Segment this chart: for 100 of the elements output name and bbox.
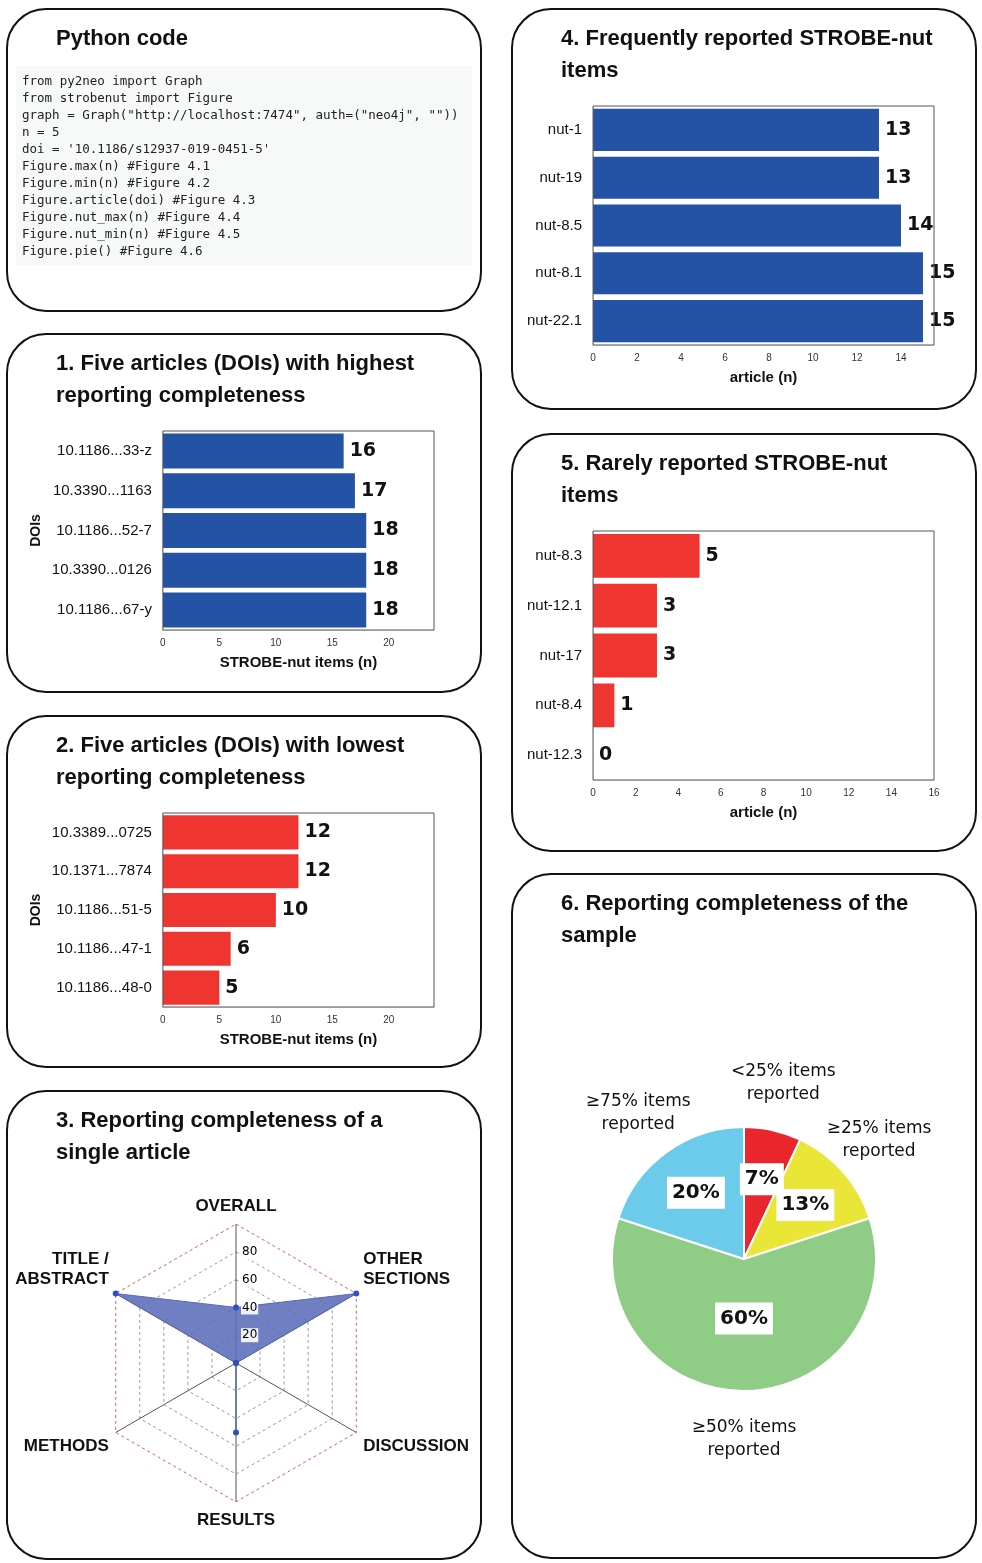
- text: from py2neo import Graph: [22, 72, 204, 89]
- x-tick-label: 6: [718, 786, 725, 798]
- y-tick-label: nut-12.3: [526, 745, 583, 763]
- x-tick-label: 16: [928, 786, 940, 798]
- x-tick-label: 14: [895, 351, 907, 363]
- x-tick-label: 15: [326, 1013, 339, 1025]
- x-tick-label: 5: [216, 636, 223, 648]
- y-tick-label: 10.1186...52-7: [56, 520, 152, 538]
- bar: [162, 931, 231, 966]
- bar: [162, 970, 220, 1005]
- bar: [162, 892, 276, 928]
- x-axis-title: STROBE-nut items (n): [219, 653, 378, 671]
- x-tick-label: 6: [722, 351, 729, 363]
- chart-title: 2. Five articles (DOIs) with lowest reporting completeness: [55, 731, 406, 791]
- text: doi = '10.1186/s12937-019-0451-5': [22, 140, 272, 157]
- y-tick-label: 10.1186...51-5: [56, 900, 152, 918]
- slice-label: <25% items reported: [730, 1060, 836, 1104]
- spoke-label: RESULTS: [196, 1509, 276, 1529]
- data-label: 13: [885, 164, 912, 187]
- chart-title: 6. Reporting completeness of the sample: [560, 889, 910, 949]
- chart-title: 1. Five articles (DOIs) with highest reporting completeness: [55, 349, 416, 409]
- y-axis-title: DOIs: [27, 893, 44, 927]
- x-tick-label: 0: [160, 1013, 167, 1025]
- y-tick-label: 20: [242, 1327, 258, 1342]
- y-tick-label: 10.3390...0126: [51, 560, 152, 578]
- text: Figure.nut_min(n) #Figure 4.5: [22, 225, 242, 242]
- data-label: 5: [225, 974, 239, 997]
- y-tick-label: 10.3389...0725: [51, 822, 152, 840]
- slice-label: ≥25% items reported: [826, 1116, 932, 1160]
- text: Figure.article(doi) #Figure 4.3: [22, 191, 257, 208]
- spoke-label: OVERALL: [195, 1195, 277, 1215]
- data-label: 7%: [744, 1165, 779, 1190]
- data-label: 14: [907, 212, 934, 235]
- y-tick-label: 10.1186...48-0: [56, 977, 152, 995]
- x-axis-title: article (n): [729, 368, 798, 386]
- y-tick-label: nut-1: [547, 120, 583, 138]
- x-tick-label: 10: [800, 786, 813, 798]
- text: Figure.max(n) #Figure 4.1: [22, 157, 212, 174]
- slice-label: ≥50% items reported: [691, 1415, 797, 1459]
- bar: [593, 683, 615, 728]
- y-tick-label: 10.3390...1163: [52, 480, 152, 498]
- data-label: 18: [372, 517, 399, 540]
- x-tick-label: 2: [632, 786, 639, 798]
- x-tick-label: 20: [383, 636, 395, 648]
- data-label: 60%: [720, 1304, 768, 1329]
- y-tick-label: 40: [242, 1299, 258, 1314]
- data-label: 16: [349, 437, 377, 460]
- x-tick-label: 10: [807, 351, 820, 363]
- y-tick-label: 10.1186...47-1: [56, 938, 152, 956]
- text: from strobenut import Figure: [22, 89, 234, 106]
- x-tick-label: 0: [590, 351, 597, 363]
- y-tick-label: nut-8.1: [535, 263, 583, 281]
- y-tick-label: nut-19: [539, 167, 583, 185]
- x-tick-label: 4: [675, 786, 682, 798]
- bar: [593, 633, 657, 678]
- text: Figure.nut_max(n) #Figure 4.4: [22, 208, 242, 225]
- y-tick-label: 10.1186...33-z: [57, 441, 152, 459]
- text: n = 5: [22, 123, 61, 140]
- chart-title: 4. Frequently reported STROBE-nut items: [560, 24, 934, 84]
- x-tick-label: 10: [270, 1013, 282, 1025]
- text: Figure.min(n) #Figure 4.2: [22, 174, 212, 191]
- y-axis-title: DOIs: [27, 513, 44, 547]
- x-axis-title: article (n): [729, 803, 798, 821]
- y-tick-label: 60: [242, 1271, 258, 1286]
- bar: [162, 815, 299, 850]
- x-tick-label: 12: [851, 351, 864, 363]
- data-label: 18: [372, 557, 399, 580]
- text: graph = Graph("http://localhost:7474", auth=("neo4j", "")): [22, 106, 460, 123]
- text: Figure.pie() #Figure 4.6: [22, 242, 204, 259]
- data-label: 12: [304, 858, 331, 881]
- data-label: 18: [372, 597, 399, 620]
- data-label: 6: [236, 935, 250, 958]
- y-tick-label: nut-22.1: [526, 311, 583, 329]
- text: Python code: [55, 24, 189, 52]
- slice-label: ≥75% items reported: [585, 1090, 691, 1134]
- x-tick-label: 14: [885, 786, 898, 798]
- bar: [162, 854, 299, 889]
- x-tick-label: 8: [766, 351, 773, 363]
- data-label: 13: [885, 116, 912, 139]
- y-tick-label: 80: [242, 1244, 258, 1259]
- spoke-label: DISCUSSION: [363, 1436, 469, 1456]
- data-label: 5: [705, 542, 719, 565]
- chart-title: 5. Rarely reported STROBE-nut items: [560, 449, 889, 509]
- y-tick-label: nut-17: [539, 645, 583, 663]
- x-tick-label: 20: [383, 1013, 395, 1025]
- y-tick-label: nut-8.4: [535, 695, 583, 713]
- data-label: 15: [929, 308, 956, 331]
- x-tick-label: 4: [678, 351, 685, 363]
- data-label: 0: [599, 742, 613, 765]
- x-tick-label: 5: [216, 1013, 223, 1025]
- spoke-label: TITLE / ABSTRACT: [15, 1248, 110, 1289]
- x-tick-label: 2: [634, 351, 641, 363]
- data-label: 1: [620, 692, 634, 715]
- data-label: 20%: [671, 1178, 720, 1203]
- chart-title: 3. Reporting completeness of a single article: [55, 1106, 384, 1166]
- x-tick-label: 12: [843, 786, 855, 798]
- y-tick-label: nut-8.5: [535, 215, 583, 233]
- data-label: 3: [662, 592, 677, 615]
- spoke-label: OTHER SECTIONS: [363, 1248, 451, 1289]
- y-tick-label: 10.1371...7874: [51, 861, 152, 879]
